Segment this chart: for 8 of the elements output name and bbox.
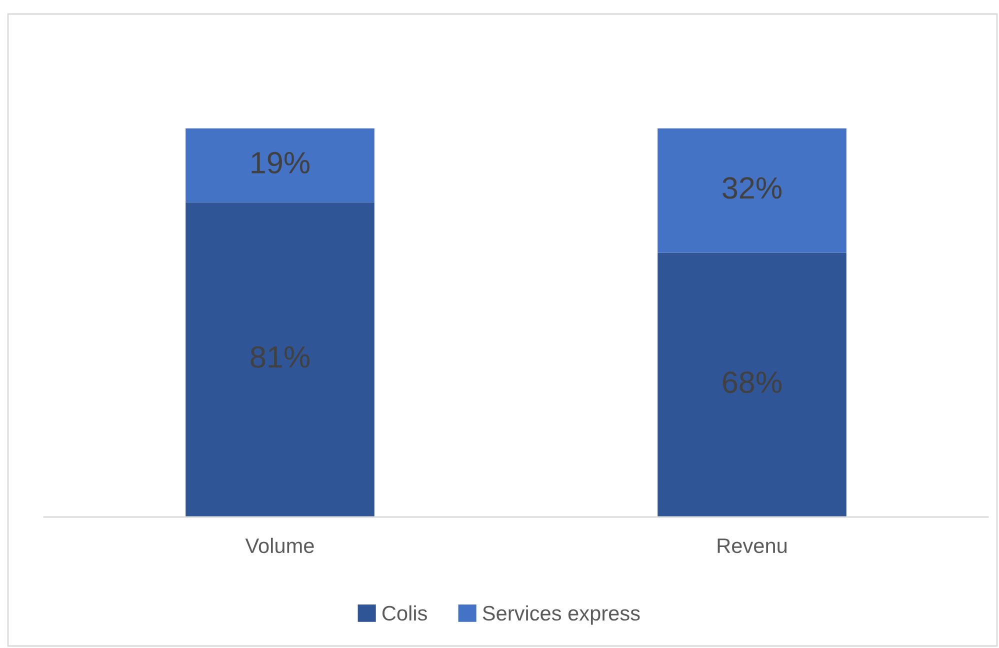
data-label: 32%	[722, 177, 782, 199]
data-label: 81%	[250, 346, 310, 368]
data-label: 19%	[252, 152, 310, 174]
x-tick-label: Volume	[245, 538, 314, 554]
x-tick-label: Revenu	[718, 538, 787, 554]
legend-label: Colis	[382, 605, 427, 621]
legend-label: Services express	[482, 605, 640, 625]
data-label: 68%	[722, 371, 782, 394]
